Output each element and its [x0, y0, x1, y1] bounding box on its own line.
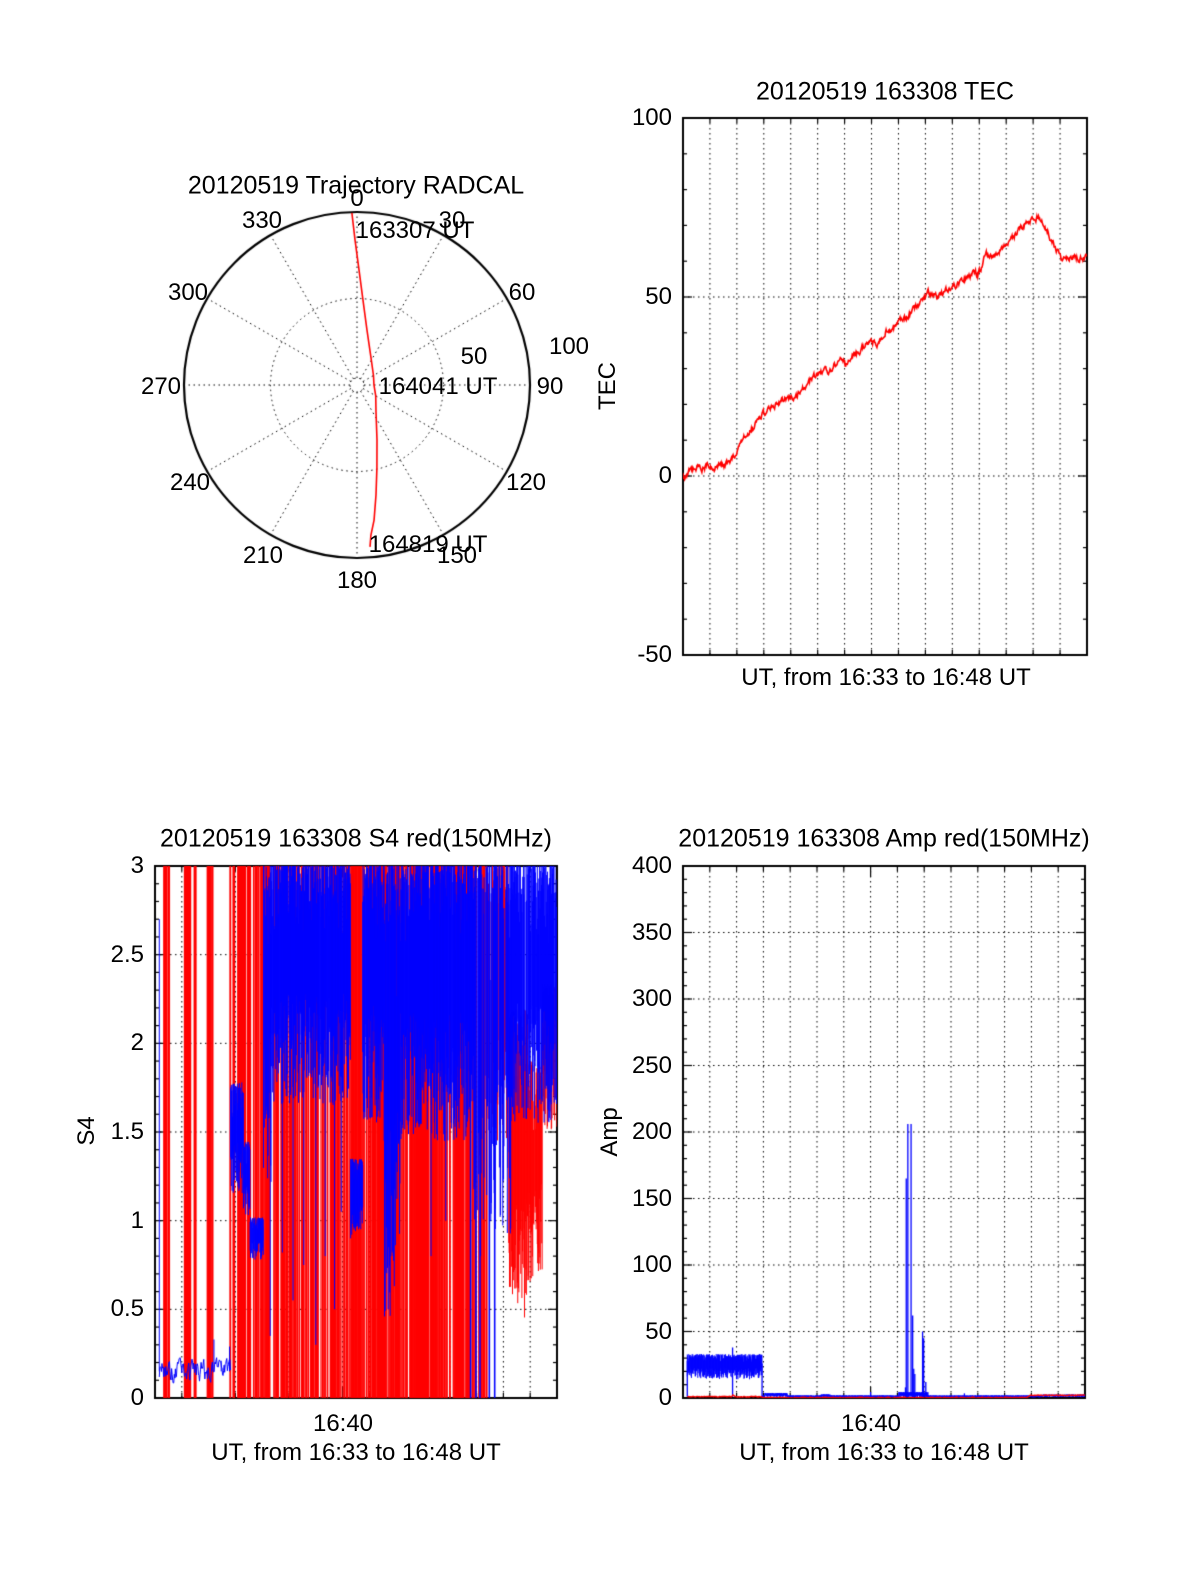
amp-chart-title: 20120519 163308 Amp red(150MHz): [678, 824, 1090, 853]
polar-annotation-mid-time: 164041 UT: [378, 373, 498, 400]
polar-annotation-start-time: 163307 UT: [355, 217, 475, 244]
polar-az-tick-300: 300: [167, 279, 209, 306]
tec-x-axis-label: UT, from 16:33 to 16:48 UT: [741, 664, 1031, 691]
amp-ytick-300: 300: [631, 985, 672, 1012]
amp-ytick-400: 400: [631, 852, 672, 879]
polar-annotation-end-time: 164819 UT: [368, 531, 488, 558]
s4-ytick-1: 1: [130, 1207, 144, 1234]
polar-az-tick-90: 90: [536, 373, 564, 400]
polar-radial-tick-100: 100: [548, 333, 590, 360]
s4-x-axis-label: UT, from 16:33 to 16:48 UT: [211, 1439, 501, 1466]
tec-ytick-50: 50: [645, 283, 672, 310]
polar-az-tick-270: 270: [140, 373, 182, 400]
polar-az-tick-210: 210: [242, 542, 284, 569]
tec-y-axis-label: TEC: [594, 362, 621, 410]
polar-radial-tick-50: 50: [460, 343, 488, 370]
amp-ytick-0: 0: [658, 1384, 672, 1411]
amp-ytick-50: 50: [645, 1318, 672, 1345]
polar-az-tick-180: 180: [336, 567, 378, 594]
s4-y-axis-label: S4: [73, 1116, 100, 1146]
polar-az-tick-60: 60: [508, 279, 536, 306]
polar-az-tick-120: 120: [505, 469, 547, 496]
polar-az-tick-330: 330: [241, 207, 283, 234]
s4-ytick-0-5: 0.5: [110, 1295, 144, 1322]
amp-ytick-200: 200: [631, 1118, 672, 1145]
amp-xtick-1640: 16:40: [840, 1410, 902, 1437]
amp-ytick-100: 100: [631, 1251, 672, 1278]
s4-chart-title: 20120519 163308 S4 red(150MHz): [160, 824, 552, 853]
s4-ytick-1-5: 1.5: [110, 1118, 144, 1145]
s4-ytick-2-5: 2.5: [110, 941, 144, 968]
amp-y-axis-label: Amp: [596, 1107, 623, 1157]
s4-ytick-2: 2: [130, 1029, 144, 1056]
tec-chart-title: 20120519 163308 TEC: [755, 77, 1015, 106]
polar-az-tick-30: 30: [438, 207, 466, 234]
polar-chart-title: 20120519 Trajectory RADCAL: [187, 171, 525, 200]
tec-ytick-100: 100: [631, 104, 672, 131]
s4-ytick-3: 3: [130, 852, 144, 879]
amp-ytick-150: 150: [631, 1185, 672, 1212]
s4-xtick-1640: 16:40: [312, 1410, 374, 1437]
polar-az-tick-150: 150: [436, 542, 478, 569]
s4-ytick-0: 0: [130, 1384, 144, 1411]
amp-x-axis-label: UT, from 16:33 to 16:48 UT: [739, 1439, 1029, 1466]
polar-az-tick-0: 0: [350, 185, 364, 212]
amp-ytick-350: 350: [631, 919, 672, 946]
amp-ytick-250: 250: [631, 1052, 672, 1079]
polar-az-tick-240: 240: [169, 469, 211, 496]
tec-ytick-neg50: -50: [637, 641, 672, 668]
tec-ytick-0: 0: [658, 462, 672, 489]
